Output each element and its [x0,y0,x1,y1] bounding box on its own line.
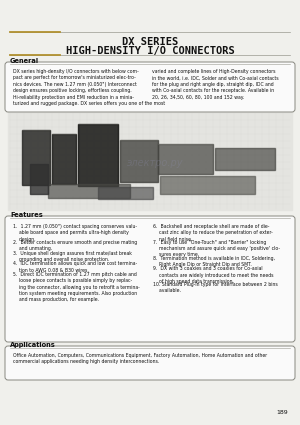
Text: 1.  1.27 mm (0.050") contact spacing conserves valu-
    able board space and pe: 1. 1.27 mm (0.050") contact spacing cons… [13,224,137,241]
Bar [78,124,118,186]
FancyBboxPatch shape [5,346,295,380]
Bar [8,112,292,210]
Text: General: General [10,58,39,64]
Text: 9.  DX with 3 coaxies and 3 coaxies for Co-axial
    contacts are widely introdu: 9. DX with 3 coaxies and 3 coaxies for C… [153,266,274,284]
Bar [158,144,213,174]
Text: 5.  Direct IDC termination of 1.27 mm pitch cable and
    loose piece contacts i: 5. Direct IDC termination of 1.27 mm pit… [13,272,140,302]
Bar [120,140,158,182]
Text: varied and complete lines of High-Density connectors
in the world, i.e. IDC, Sol: varied and complete lines of High-Densit… [152,69,279,99]
FancyBboxPatch shape [5,216,295,342]
Bar [30,164,48,194]
Bar [215,148,275,170]
Text: 189: 189 [276,410,288,415]
Text: электро.ру: электро.ру [127,158,183,168]
Text: 6.  Backshell and receptacle shell are made of die-
    cast zinc alloy to reduc: 6. Backshell and receptacle shell are ma… [153,224,273,241]
Text: Office Automation, Computers, Communications Equipment, Factory Automation, Home: Office Automation, Computers, Communicat… [13,353,267,364]
Text: 7.  Easy to use "One-Touch" and "Barrier" locking
    mechanism and assure quick: 7. Easy to use "One-Touch" and "Barrier"… [153,240,280,258]
Bar [52,134,76,184]
Text: 2.  Better contacts ensure smooth and precise mating
    and unmating.: 2. Better contacts ensure smooth and pre… [13,240,137,251]
Bar [48,184,130,198]
Text: Features: Features [10,212,43,218]
Bar [160,176,255,194]
Text: DX series high-density I/O connectors with below com-
pact are perfect for tomor: DX series high-density I/O connectors wi… [13,69,165,106]
Text: HIGH-DENSITY I/O CONNECTORS: HIGH-DENSITY I/O CONNECTORS [66,46,234,56]
Text: 4.  IDC termination allows quick and low cost termina-
    tion to AWG 0.08 & B3: 4. IDC termination allows quick and low … [13,261,137,273]
Text: 10. Standard Plug-In type for interface between 2 bins
    available.: 10. Standard Plug-In type for interface … [153,282,278,294]
Bar [98,187,153,199]
Text: 8.  Termination method is available in IDC, Soldering,
    Right Angle Dip or St: 8. Termination method is available in ID… [153,255,275,267]
Text: DX SERIES: DX SERIES [122,37,178,47]
Text: Applications: Applications [10,342,56,348]
Text: 3.  Unique shell design assures first mate/last break
    grounding and overall : 3. Unique shell design assures first mat… [13,251,132,262]
Bar [22,130,50,185]
FancyBboxPatch shape [5,62,295,112]
